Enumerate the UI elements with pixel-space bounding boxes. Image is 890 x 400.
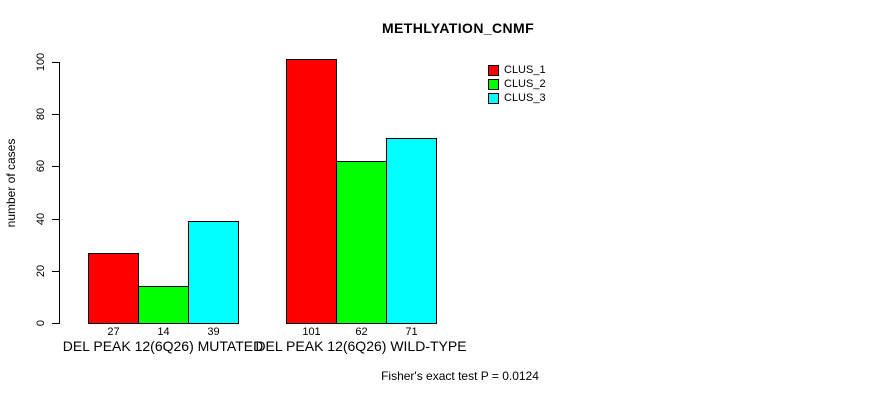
y-axis-tick (52, 271, 60, 272)
y-axis-tick (52, 166, 60, 167)
legend-label-clus_2: CLUS_2 (504, 78, 546, 90)
y-axis-tick (52, 323, 60, 324)
y-axis-tick (52, 114, 60, 115)
bar-clus_2-mutated (138, 286, 189, 324)
x-axis-group-label-2: DEL PEAK 12(6Q26) WILD-TYPE (255, 338, 467, 354)
bar-value-label: 27 (107, 326, 120, 338)
y-axis-tick (52, 62, 60, 63)
y-axis-tick-label: 80 (35, 107, 47, 121)
legend-swatch-clus_3 (488, 93, 499, 104)
bar-value-label: 71 (405, 326, 418, 338)
bar-clus_1-mutated (88, 253, 139, 324)
bar-value-label: 62 (355, 326, 368, 338)
legend-label-clus_3: CLUS_3 (504, 92, 546, 104)
y-axis-line (59, 62, 60, 324)
bar-value-label: 39 (207, 326, 220, 338)
y-axis-tick-label: 20 (35, 264, 47, 278)
legend-swatch-clus_1 (488, 65, 499, 76)
bar-value-label: 101 (302, 326, 321, 338)
chart-title: METHLYATION_CNMF (381, 20, 535, 36)
bar-clus_1-wild-type (286, 59, 337, 324)
y-axis-tick-label: 100 (35, 52, 47, 72)
y-axis-label: number of cases (4, 138, 18, 228)
legend-swatch-clus_2 (488, 79, 499, 90)
x-axis-group-label-1: DEL PEAK 12(6Q26) MUTATED (62, 338, 264, 354)
y-axis-tick-label: 40 (35, 212, 47, 226)
bar-value-label: 14 (157, 326, 170, 338)
y-axis-tick-label: 0 (35, 319, 47, 327)
annotation-text: Fisher's exact test P = 0.0124 (381, 369, 539, 383)
bar-clus_3-wild-type (386, 138, 437, 324)
bar-clus_3-mutated (188, 221, 239, 324)
bar-clus_2-wild-type (336, 161, 387, 324)
y-axis-tick-label: 60 (35, 159, 47, 173)
legend-label-clus_1: CLUS_1 (504, 64, 546, 76)
y-axis-tick (52, 219, 60, 220)
